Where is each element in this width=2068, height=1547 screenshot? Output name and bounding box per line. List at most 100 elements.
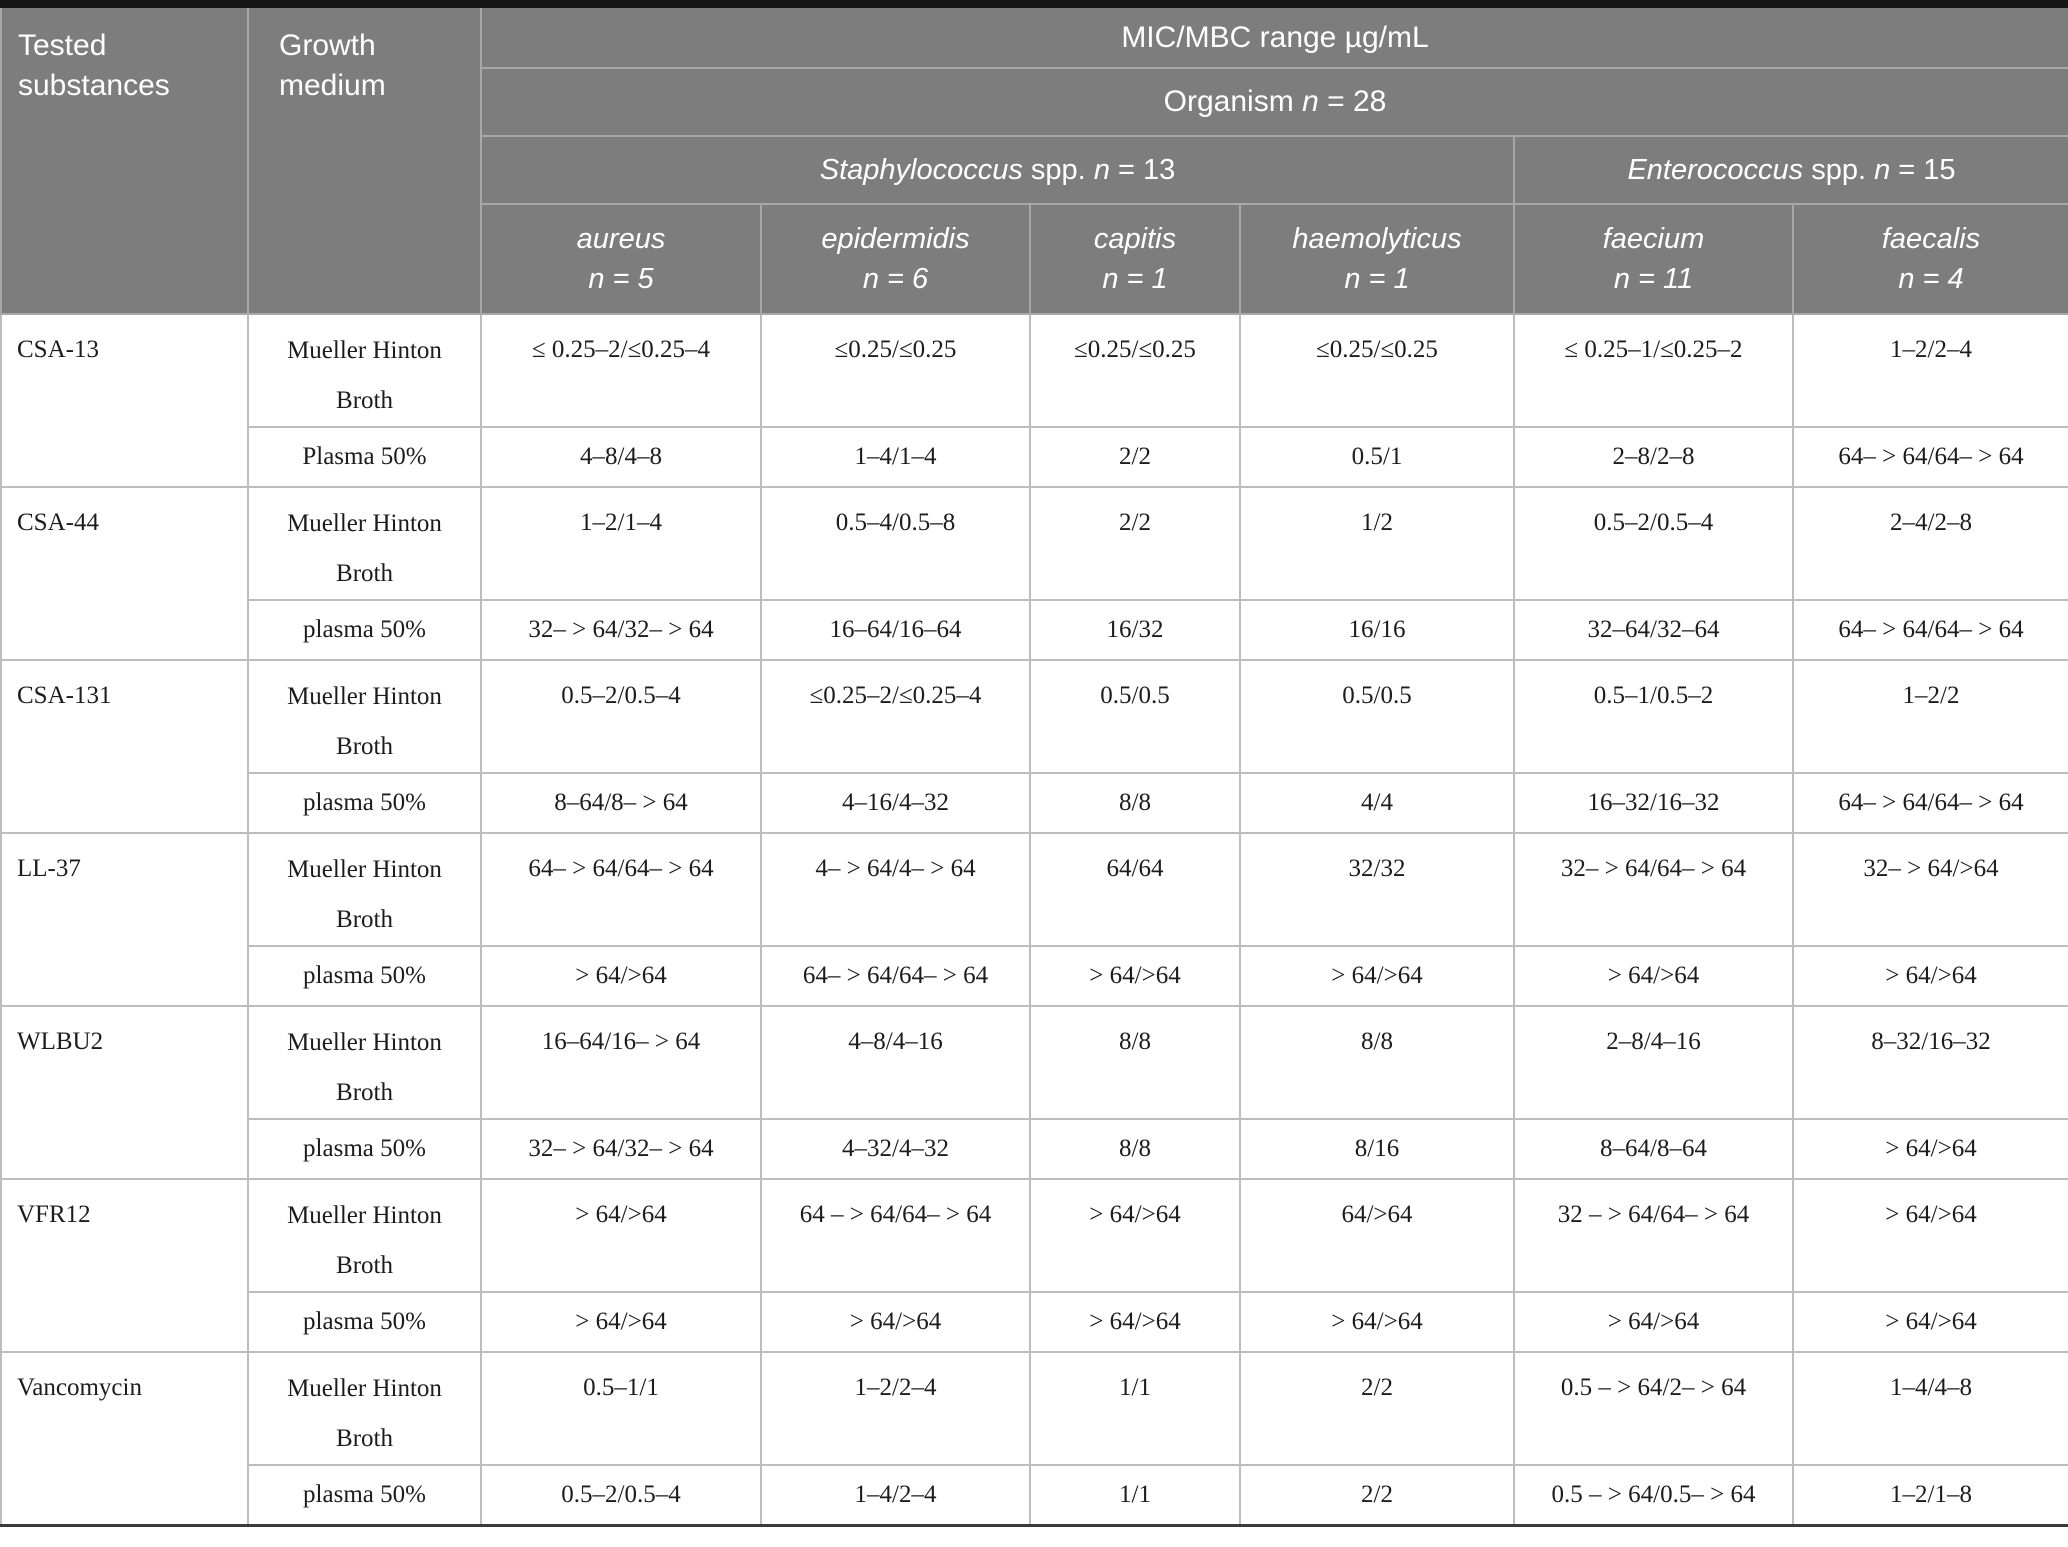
mic-mbc-value: > 64/>64 <box>1239 1291 1515 1353</box>
species-name: faecalis <box>1881 222 1981 255</box>
mic-mbc-value: 32– > 64/32– > 64 <box>480 599 762 661</box>
header-row-genus: Staphylococcus spp. n = 13 Enterococcus … <box>1 135 2068 205</box>
mic-mbc-value: 64– > 64/64– > 64 <box>1792 599 2068 661</box>
mic-mbc-value: 2–4/2–8 <box>1792 486 2068 601</box>
spp-label: spp. <box>1811 153 1867 186</box>
col-header-faecalis: faecalis n = 4 <box>1792 203 2068 315</box>
header-row-species: aureus n = 5 epidermidis n = 6 capitis n = … <box>1 203 2068 315</box>
header-row-organism: Organism n = 28 <box>1 67 2068 137</box>
mic-mbc-value: 64 – > 64/64– > 64 <box>760 1178 1031 1293</box>
broth-row-ll-37: LL-37 Mueller Hinton Broth 64– > 64/64– > … <box>0 832 2068 1007</box>
species-count: n = 6 <box>862 263 929 295</box>
header-row-title: Tested substances Growth medium MIC/MBC … <box>0 3 2068 315</box>
mic-mbc-value: 0.5–2/0.5–4 <box>480 1464 762 1526</box>
mic-mbc-value: 1–4/1–4 <box>760 426 1031 488</box>
col-header-growth-medium: Growth medium <box>247 3 482 315</box>
genus-name: Staphylococcus <box>819 153 1023 186</box>
growth-medium-cell: Mueller Hinton Broth <box>247 832 482 947</box>
mic-mbc-value: > 64/>64 <box>1792 945 2068 1007</box>
mic-mbc-value: 2/2 <box>1239 1464 1515 1526</box>
growth-medium-cell: Mueller Hinton Broth <box>247 486 482 601</box>
growth-medium-cell: plasma 50% <box>247 1464 482 1526</box>
mic-mbc-value: ≤ 0.25–1/≤0.25–2 <box>1513 313 1794 428</box>
mic-mbc-value: 0.5 – > 64/0.5– > 64 <box>1513 1464 1794 1526</box>
group-header-enterococcus: Enterococcus spp. n = 15 <box>1513 135 2068 205</box>
growth-medium-cell: Mueller Hinton Broth <box>247 1005 482 1120</box>
mic-mbc-value: 64– > 64/64– > 64 <box>1792 426 2068 488</box>
mic-mbc-value: ≤0.25/≤0.25 <box>760 313 1031 428</box>
col-header-aureus: aureus n = 5 <box>480 203 762 315</box>
table-title: MIC/MBC range µg/mL <box>480 3 2068 69</box>
species-name: capitis <box>1093 222 1177 255</box>
mic-mbc-value: ≤0.25–2/≤0.25–4 <box>760 659 1031 774</box>
mic-mbc-value: 8/8 <box>1239 1005 1515 1120</box>
mic-mbc-value: 1–2/1–8 <box>1792 1464 2068 1526</box>
plasma-row-ll-37: plasma 50% > 64/>64 64– > 64/64– > 64 > 64/… <box>1 945 2068 1007</box>
species-name: epidermidis <box>821 222 970 255</box>
mic-mbc-value: 32–64/32–64 <box>1513 599 1794 661</box>
mic-mbc-value: > 64/>64 <box>1792 1118 2068 1180</box>
substance-name: CSA-13 <box>0 313 249 488</box>
group-header-staphylococcus: Staphylococcus spp. n = 13 <box>480 135 1515 205</box>
mic-mbc-value: 32/32 <box>1239 832 1515 947</box>
mic-mbc-value: > 64/>64 <box>1029 1178 1241 1293</box>
table-header: Tested substances Growth medium MIC/MBC … <box>0 3 2068 315</box>
mic-mbc-value: 1–4/4–8 <box>1792 1351 2068 1466</box>
growth-medium-cell: plasma 50% <box>247 772 482 834</box>
organism-n: n <box>1302 85 1319 118</box>
mic-mbc-value: 0.5/0.5 <box>1239 659 1515 774</box>
genus-name: Enterococcus <box>1627 153 1804 186</box>
mic-mbc-value: 16–32/16–32 <box>1513 772 1794 834</box>
mic-mbc-value: 0.5/0.5 <box>1029 659 1241 774</box>
species-count: n = 1 <box>1102 263 1168 295</box>
group-n: n <box>1093 153 1110 186</box>
mic-mbc-value: 0.5–2/0.5–4 <box>1513 486 1794 601</box>
species-count: n = 4 <box>1898 263 1964 295</box>
mic-mbc-value: 32– > 64/64– > 64 <box>1513 832 1794 947</box>
species-name: haemolyticus <box>1292 222 1462 255</box>
mic-mbc-value: 0.5–1/1 <box>480 1351 762 1466</box>
mic-mbc-value: 0.5–4/0.5–8 <box>760 486 1031 601</box>
mic-mbc-value: 2/2 <box>1239 1351 1515 1466</box>
broth-row-vfr12: VFR12 Mueller Hinton Broth > 64/>64 64 – > … <box>0 1178 2068 1353</box>
substance-name: Vancomycin <box>0 1351 249 1526</box>
mic-mbc-value: 2/2 <box>1029 486 1241 601</box>
spp-label: spp. <box>1030 153 1086 186</box>
mic-mbc-value: 16/16 <box>1239 599 1515 661</box>
substance-name: LL-37 <box>0 832 249 1007</box>
mic-mbc-value: 16–64/16–64 <box>760 599 1031 661</box>
mic-mbc-value: > 64/>64 <box>1029 1291 1241 1353</box>
group-count: = 15 <box>1898 153 1956 186</box>
col-header-haemolyticus: haemolyticus n = 1 <box>1239 203 1515 315</box>
growth-medium-cell: Mueller Hinton Broth <box>247 313 482 428</box>
mic-mbc-value: 4–8/4–8 <box>480 426 762 488</box>
broth-row-csa-131: CSA-131 Mueller Hinton Broth 0.5–2/0.5–4 ≤0… <box>0 659 2068 834</box>
col-header-faecium: faecium n = 11 <box>1513 203 1794 315</box>
growth-medium-cell: Mueller Hinton Broth <box>247 1351 482 1466</box>
mic-mbc-value: 8/8 <box>1029 772 1241 834</box>
mic-mbc-value: > 64/>64 <box>480 945 762 1007</box>
mic-mbc-value: > 64/>64 <box>1513 945 1794 1007</box>
mic-mbc-value: 64– > 64/64– > 64 <box>760 945 1031 1007</box>
mic-mbc-value: 1–2/2–4 <box>1792 313 2068 428</box>
mic-mbc-value: > 64/>64 <box>1792 1291 2068 1353</box>
mic-mbc-value: 0.5–2/0.5–4 <box>480 659 762 774</box>
mic-mbc-value: ≤ 0.25–2/≤0.25–4 <box>480 313 762 428</box>
mic-mbc-value: 1–2/2–4 <box>760 1351 1031 1466</box>
mic-mbc-value: 2/2 <box>1029 426 1241 488</box>
mic-mbc-value: 4–8/4–16 <box>760 1005 1031 1120</box>
group-count: = 13 <box>1118 153 1176 186</box>
col-header-tested-substances: Tested substances <box>0 3 249 315</box>
species-name: faecium <box>1602 222 1705 255</box>
growth-medium-cell: plasma 50% <box>247 945 482 1007</box>
mic-mbc-value: 64/>64 <box>1239 1178 1515 1293</box>
substance-name: VFR12 <box>0 1178 249 1353</box>
species-count: n = 5 <box>588 263 654 295</box>
table-body: CSA-13 Mueller Hinton Broth ≤ 0.25–2/≤0.25… <box>0 313 2068 1526</box>
mic-mbc-value: 2–8/2–8 <box>1513 426 1794 488</box>
broth-row-vancomycin: Vancomycin Mueller Hinton Broth 0.5–1/1 1–2… <box>0 1351 2068 1526</box>
substance-name: WLBU2 <box>0 1005 249 1180</box>
growth-medium-cell: plasma 50% <box>247 1291 482 1353</box>
mic-mbc-value: 8/16 <box>1239 1118 1515 1180</box>
mic-mbc-value: 64/64 <box>1029 832 1241 947</box>
